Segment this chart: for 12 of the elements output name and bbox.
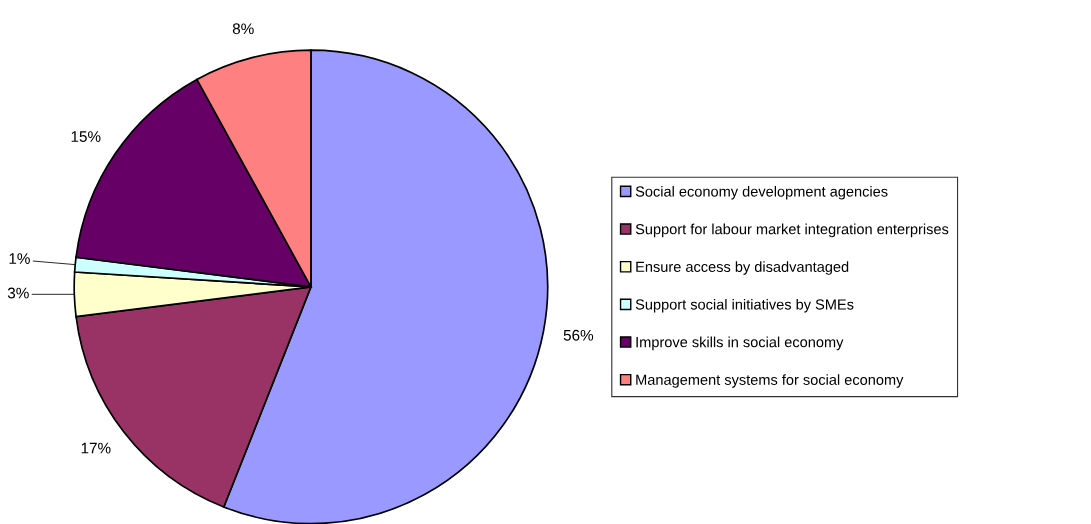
- legend-label: Ensure access by disadvantaged: [636, 261, 849, 275]
- data-label: 56%: [563, 329, 594, 341]
- legend-label: Improve skills in social economy: [636, 336, 844, 351]
- legend-label: Social economy development agencies: [635, 185, 888, 200]
- legend-label: Management systems for social economy: [636, 374, 904, 388]
- legend-label: Support social initiatives by SMEs: [635, 298, 854, 313]
- data-label: 15%: [71, 131, 101, 142]
- data-label: 17%: [81, 442, 111, 454]
- data-label: 1%: [9, 253, 30, 264]
- data-label: 8%: [232, 23, 254, 35]
- legend-label: Support for labour market integration enterprises: [635, 223, 949, 238]
- data-label: 3%: [7, 287, 29, 299]
